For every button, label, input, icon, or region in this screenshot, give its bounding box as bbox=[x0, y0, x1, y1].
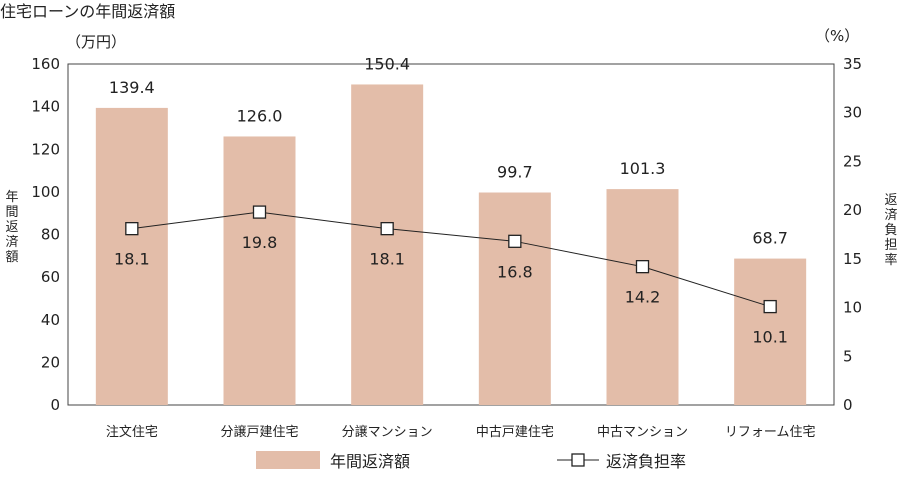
axis-label-char: 年 bbox=[5, 190, 18, 205]
left-unit-label: （万円） bbox=[66, 33, 126, 51]
legend-bar-swatch bbox=[256, 451, 320, 469]
line-marker bbox=[763, 299, 777, 314]
right-tick-label: 10 bbox=[843, 299, 862, 317]
right-tick-label: 5 bbox=[843, 347, 853, 365]
line-series bbox=[125, 205, 777, 314]
bar bbox=[606, 189, 679, 405]
right-tick-label: 35 bbox=[843, 55, 862, 73]
left-tick-label: 100 bbox=[31, 183, 60, 201]
right-tick-label: 20 bbox=[843, 201, 862, 219]
right-axis-label: 返済負担率 bbox=[884, 193, 897, 268]
plot-frame bbox=[67, 63, 835, 406]
left-tick-label: 20 bbox=[41, 353, 60, 371]
right-tick-label: 30 bbox=[843, 104, 862, 122]
legend-line-marker bbox=[571, 453, 585, 467]
line-value-label: 14.2 bbox=[625, 288, 661, 307]
bar-value-label: 99.7 bbox=[497, 163, 533, 182]
axis-label-char: 済 bbox=[5, 234, 18, 250]
right-tick-labels: 0 5 10 15 20 25 30 35 bbox=[843, 55, 862, 414]
left-tick-label: 60 bbox=[41, 268, 60, 286]
category-label: 分譲マンション bbox=[342, 424, 433, 440]
line-value-label: 10.1 bbox=[752, 328, 788, 347]
category-label: 中古マンション bbox=[597, 425, 688, 440]
right-tick-label: 15 bbox=[843, 250, 862, 268]
bar-value-label: 139.4 bbox=[109, 78, 155, 97]
line-value-label: 18.1 bbox=[369, 250, 405, 269]
right-unit-label: （%） bbox=[815, 27, 859, 45]
axis-label-char: 担 bbox=[884, 238, 897, 253]
left-tick-label: 80 bbox=[41, 226, 60, 244]
bar bbox=[734, 258, 807, 405]
line-value-label: 19.8 bbox=[242, 233, 278, 252]
bar bbox=[223, 136, 296, 405]
category-labels: 注文住宅 分譲戸建住宅 分譲マンション 中古戸建住宅 中古マンション リフォーム住宅 bbox=[106, 424, 816, 440]
legend-line-label: 返済負担率 bbox=[606, 452, 686, 471]
left-tick-label: 140 bbox=[31, 98, 60, 116]
axis-label-char: 額 bbox=[5, 250, 18, 265]
category-label: 分譲戸建住宅 bbox=[220, 424, 298, 440]
line-value-label: 18.1 bbox=[114, 250, 150, 269]
line-marker bbox=[125, 222, 139, 236]
category-label: リフォーム住宅 bbox=[725, 425, 816, 440]
bar bbox=[478, 192, 551, 405]
axis-label-char: 返 bbox=[884, 193, 897, 208]
category-label: 中古戸建住宅 bbox=[476, 425, 554, 440]
left-tick-label: 40 bbox=[41, 311, 60, 329]
bar-value-label: 68.7 bbox=[752, 229, 788, 248]
axis-label-char: 負 bbox=[884, 223, 897, 238]
left-tick-label: 120 bbox=[31, 140, 60, 158]
left-tick-labels: 0 20 40 60 80 100 120 140 160 bbox=[31, 55, 60, 414]
left-axis-label: 年間返済額 bbox=[5, 190, 18, 265]
bar-value-label: 101.3 bbox=[620, 159, 666, 178]
right-tick-label: 25 bbox=[843, 152, 862, 170]
left-tick-label: 0 bbox=[50, 396, 60, 414]
right-tick-label: 0 bbox=[843, 396, 853, 414]
axis-label-char: 済 bbox=[884, 207, 897, 223]
axis-label-char: 間 bbox=[5, 205, 18, 220]
line-marker bbox=[380, 222, 394, 236]
bar bbox=[351, 84, 424, 406]
bar-value-labels: 139.4 126.0 150.4 99.7 101.3 68.7 bbox=[109, 54, 788, 247]
legend-bar-label: 年間返済額 bbox=[330, 452, 410, 471]
line-marker bbox=[635, 260, 650, 274]
chart-title: 住宅ローンの年間返済額 bbox=[0, 2, 175, 21]
line-marker bbox=[252, 205, 267, 219]
category-label: 注文住宅 bbox=[106, 425, 158, 440]
bar-value-label: 150.4 bbox=[364, 54, 410, 73]
left-tick-label: 160 bbox=[31, 55, 60, 73]
axis-label-char: 返 bbox=[5, 220, 18, 235]
bar bbox=[95, 107, 168, 405]
line-marker bbox=[508, 234, 522, 248]
axis-label-char: 率 bbox=[884, 252, 897, 268]
line-value-label: 16.8 bbox=[497, 262, 533, 281]
bar-series bbox=[95, 84, 807, 406]
line-value-labels: 18.1 19.8 18.1 16.8 14.2 10.1 bbox=[114, 233, 788, 347]
bar-value-label: 126.0 bbox=[237, 106, 283, 125]
legend: 年間返済額 返済負担率 bbox=[256, 451, 686, 471]
line-path bbox=[131, 211, 771, 308]
